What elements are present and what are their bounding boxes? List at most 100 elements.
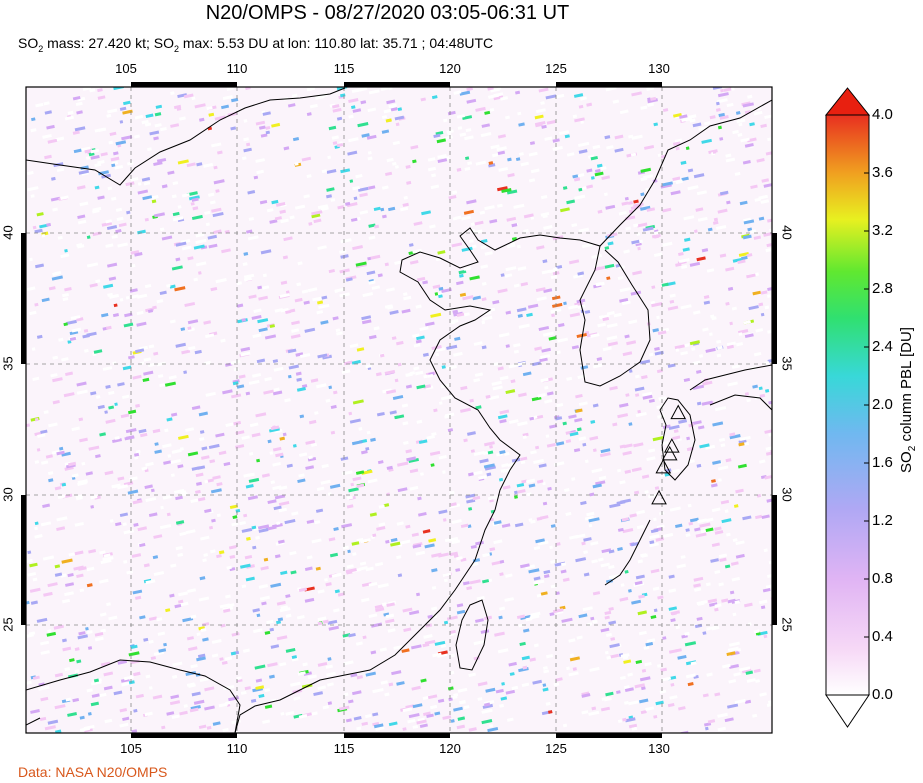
volcano-marker-2 — [663, 438, 680, 453]
so2-pixel — [52, 207, 58, 212]
so2-pixel — [272, 446, 282, 452]
so2-pixel — [541, 269, 551, 275]
so2-pixel — [278, 500, 290, 507]
so2-pixel — [416, 384, 426, 390]
so2-pixel — [533, 579, 545, 585]
so2-pixel — [448, 195, 457, 200]
so2-pixel — [693, 576, 704, 582]
so2-pixel — [735, 553, 745, 559]
so2-pixel — [368, 613, 378, 619]
so2-pixel — [420, 678, 427, 683]
so2-pixel — [714, 607, 719, 612]
so2-pixel — [35, 102, 44, 108]
so2-pixel — [296, 387, 306, 392]
so2-pixel — [74, 669, 80, 674]
so2-pixel — [560, 562, 567, 567]
so2-pixel — [449, 503, 461, 509]
so2-pixel — [499, 572, 504, 577]
so2-pixel — [385, 618, 395, 624]
so2-pixel — [382, 388, 392, 394]
so2-pixel — [175, 495, 183, 501]
so2-pixel — [641, 375, 648, 380]
so2-pixel — [484, 615, 493, 621]
so2-pixel — [496, 146, 507, 152]
so2-pixel — [122, 109, 133, 115]
so2-pixel — [681, 176, 689, 182]
so2-pixel — [619, 596, 629, 602]
left-bar-1 — [21, 233, 26, 364]
so2-pixel — [529, 657, 536, 662]
so2-pixel — [357, 122, 369, 128]
so2-pixel — [223, 461, 231, 467]
so2-pixel — [626, 340, 637, 346]
so2-pixel — [463, 705, 470, 710]
so2-pixel — [691, 420, 702, 426]
so2-pixel — [173, 488, 185, 494]
so2-pixel — [532, 679, 543, 685]
so2-pixel — [369, 512, 377, 517]
so2-pixel — [755, 328, 764, 333]
so2-pixel — [108, 405, 115, 410]
so2-pixel — [498, 477, 504, 482]
so2-pixel — [339, 268, 350, 274]
so2-pixel — [590, 176, 595, 180]
so2-pixel — [694, 229, 698, 234]
so2-pixel — [290, 308, 296, 313]
so2-pixel — [308, 419, 317, 425]
so2-pixel — [317, 204, 329, 210]
so2-pixel — [717, 208, 728, 214]
so2-pixel — [269, 219, 278, 224]
so2-pixel — [299, 353, 311, 359]
so2-pixel — [477, 697, 483, 701]
so2-pixel — [42, 555, 55, 561]
so2-pixel — [303, 671, 312, 676]
so2-pixel — [634, 683, 646, 689]
so2-pixel — [240, 690, 247, 695]
so2-pixel — [725, 458, 732, 463]
so2-pixel — [336, 116, 343, 121]
so2-pixel — [588, 523, 593, 528]
so2-pixel — [79, 480, 83, 484]
so2-pixel — [763, 182, 772, 188]
so2-pixel — [608, 574, 619, 580]
so2-pixel — [130, 177, 139, 182]
so2-pixel — [569, 534, 579, 540]
so2-pixel — [621, 201, 629, 206]
so2-pixel — [193, 277, 199, 282]
so2-pixel — [756, 158, 765, 163]
so2-pixel — [109, 519, 114, 523]
so2-pixel — [517, 313, 523, 318]
so2-pixel — [308, 455, 313, 460]
so2-pixel — [523, 229, 529, 234]
so2-pixel — [332, 141, 338, 145]
so2-pixel — [316, 486, 325, 492]
so2-pixel — [375, 726, 385, 732]
so2-pixel — [403, 292, 408, 297]
so2-pixel — [279, 209, 286, 214]
so2-pixel — [333, 390, 338, 395]
so2-pixel — [245, 142, 251, 147]
so2-pixel — [159, 524, 172, 530]
so2-pixel — [394, 260, 402, 265]
so2-pixel — [306, 87, 316, 92]
so2-pixel — [255, 158, 266, 163]
so2-pixel — [573, 448, 581, 453]
so2-pixel — [243, 276, 253, 282]
lon-tick-bottom-120: 120 — [439, 741, 461, 756]
so2-pixel — [361, 450, 368, 455]
so2-pixel — [170, 563, 177, 568]
so2-pixel — [640, 176, 648, 182]
so2-pixel — [472, 295, 482, 301]
so2-pixel — [141, 466, 148, 471]
so2-pixel — [402, 727, 407, 731]
so2-pixel — [302, 662, 308, 667]
so2-pixel — [623, 659, 632, 664]
so2-pixel — [267, 499, 277, 505]
colorbar-tick-0-4: 0.4 — [872, 628, 893, 645]
so2-pixel — [94, 185, 100, 190]
so2-pixel — [518, 323, 530, 329]
so2-pixel — [719, 115, 729, 120]
so2-pixel — [345, 277, 353, 282]
so2-pixel — [245, 484, 254, 489]
so2-pixel — [636, 524, 644, 530]
